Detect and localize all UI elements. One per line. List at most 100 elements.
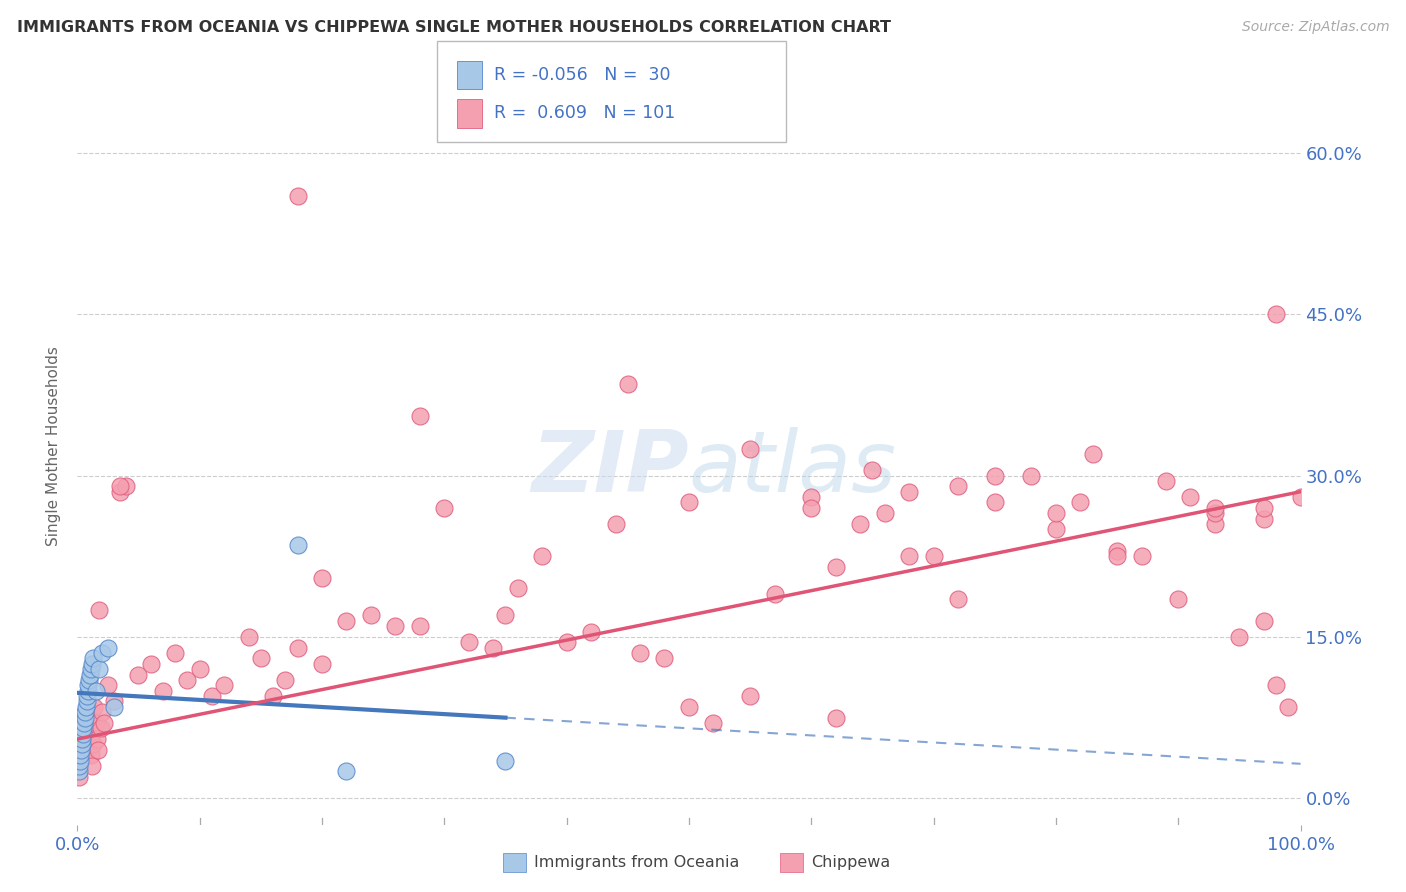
Point <box>89 662 111 676</box>
Point <box>946 479 969 493</box>
Point <box>97 678 120 692</box>
Point <box>201 689 224 703</box>
Point <box>1289 490 1312 504</box>
Point <box>409 619 432 633</box>
Point <box>262 689 284 703</box>
Point <box>70 743 93 757</box>
Point <box>1154 474 1177 488</box>
Point <box>67 764 90 779</box>
Point <box>82 738 104 752</box>
Point <box>75 705 97 719</box>
Point <box>898 484 921 499</box>
Point <box>238 630 260 644</box>
Point <box>1045 506 1067 520</box>
Point <box>76 694 98 708</box>
Point <box>77 673 100 687</box>
Point <box>311 571 333 585</box>
Point <box>1277 699 1299 714</box>
Point <box>824 710 846 724</box>
Point <box>67 770 90 784</box>
Point <box>152 683 174 698</box>
Point <box>1204 506 1226 520</box>
Point <box>73 743 96 757</box>
Point <box>73 715 96 730</box>
Text: R =  0.609   N = 101: R = 0.609 N = 101 <box>494 104 675 122</box>
Point <box>360 608 382 623</box>
Text: IMMIGRANTS FROM OCEANIA VS CHIPPEWA SINGLE MOTHER HOUSEHOLDS CORRELATION CHART: IMMIGRANTS FROM OCEANIA VS CHIPPEWA SING… <box>17 20 891 35</box>
Point <box>457 635 479 649</box>
Point <box>800 490 823 504</box>
Point <box>165 646 187 660</box>
Point <box>70 748 93 763</box>
Y-axis label: Single Mother Households: Single Mother Households <box>46 346 62 546</box>
Point <box>740 689 762 703</box>
Point <box>70 738 93 752</box>
Point <box>69 754 91 768</box>
Point <box>72 727 94 741</box>
Point <box>103 694 125 708</box>
Point <box>1204 516 1226 531</box>
Point <box>93 715 115 730</box>
Point <box>495 754 517 768</box>
Point <box>335 764 357 779</box>
Point <box>1253 500 1275 515</box>
Point <box>75 715 97 730</box>
Point <box>77 738 100 752</box>
Point <box>1045 522 1067 536</box>
Point <box>76 721 98 735</box>
Point <box>898 549 921 564</box>
Point <box>495 608 517 623</box>
Point <box>678 495 700 509</box>
Point <box>946 592 969 607</box>
Point <box>67 759 90 773</box>
Point <box>287 640 309 655</box>
Point <box>605 516 627 531</box>
Point <box>1081 447 1104 461</box>
Point <box>678 699 700 714</box>
Point <box>287 189 309 203</box>
Point <box>80 759 103 773</box>
Point <box>862 463 884 477</box>
Point <box>824 560 846 574</box>
Point <box>80 657 103 671</box>
Point <box>1204 500 1226 515</box>
Point <box>506 582 529 596</box>
Point <box>274 673 297 687</box>
Point <box>80 662 103 676</box>
Point <box>76 689 98 703</box>
Point <box>87 743 110 757</box>
Point <box>89 603 111 617</box>
Point <box>84 715 107 730</box>
Point <box>1069 495 1091 509</box>
Point <box>90 721 112 735</box>
Text: ZIP: ZIP <box>531 427 689 510</box>
Point <box>1167 592 1189 607</box>
Point <box>579 624 602 639</box>
Point <box>617 377 640 392</box>
Point <box>83 699 105 714</box>
Point <box>384 619 406 633</box>
Point <box>873 506 896 520</box>
Point <box>69 754 91 768</box>
Text: Source: ZipAtlas.com: Source: ZipAtlas.com <box>1241 20 1389 34</box>
Point <box>176 673 198 687</box>
Point <box>70 732 93 747</box>
Point <box>82 651 104 665</box>
Point <box>984 468 1007 483</box>
Point <box>115 479 138 493</box>
Point <box>250 651 273 665</box>
Point <box>84 683 107 698</box>
Point <box>79 667 101 681</box>
Point <box>90 646 112 660</box>
Point <box>702 715 724 730</box>
Text: atlas: atlas <box>689 427 897 510</box>
Point <box>1180 490 1202 504</box>
Point <box>70 732 93 747</box>
Point <box>1107 549 1129 564</box>
Point <box>1107 544 1129 558</box>
Point <box>1021 468 1043 483</box>
Point <box>628 646 651 660</box>
Point <box>72 727 94 741</box>
Point <box>409 409 432 424</box>
Point <box>73 710 96 724</box>
